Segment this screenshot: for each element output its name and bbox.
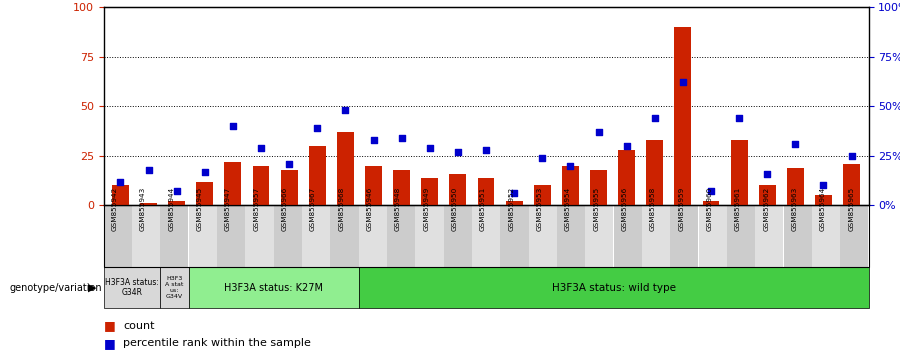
Bar bbox=[618, 150, 635, 205]
Point bbox=[198, 169, 212, 175]
Bar bbox=[815, 195, 832, 205]
Bar bbox=[224, 162, 241, 205]
Bar bbox=[590, 170, 607, 205]
Point bbox=[507, 190, 521, 196]
Bar bbox=[674, 27, 691, 205]
Text: GSM855946: GSM855946 bbox=[366, 186, 373, 230]
Point bbox=[619, 143, 634, 149]
Text: GSM855963: GSM855963 bbox=[792, 186, 797, 230]
Point bbox=[732, 115, 746, 121]
Text: GSM855965: GSM855965 bbox=[849, 186, 854, 230]
Text: GSM855948: GSM855948 bbox=[395, 186, 401, 230]
Text: GSM855964: GSM855964 bbox=[820, 186, 826, 230]
Point bbox=[422, 145, 436, 151]
Text: GSM855942: GSM855942 bbox=[112, 186, 118, 230]
Text: GSM855951: GSM855951 bbox=[480, 186, 486, 230]
Text: GSM855961: GSM855961 bbox=[735, 186, 741, 230]
Text: GSM855956: GSM855956 bbox=[622, 186, 627, 230]
Point bbox=[647, 115, 662, 121]
Point bbox=[844, 153, 859, 159]
Bar bbox=[188, 267, 358, 308]
Text: GSM855943: GSM855943 bbox=[140, 186, 146, 230]
Text: GSM855947: GSM855947 bbox=[225, 186, 231, 230]
Text: GSM855959: GSM855959 bbox=[679, 186, 684, 230]
Text: genotype/variation: genotype/variation bbox=[9, 282, 102, 293]
Point bbox=[451, 149, 465, 155]
Text: GSM855962: GSM855962 bbox=[763, 186, 769, 230]
Point bbox=[310, 125, 324, 131]
Text: ▶: ▶ bbox=[88, 282, 96, 293]
Text: GSM855958: GSM855958 bbox=[650, 186, 656, 230]
Bar bbox=[731, 140, 748, 205]
Text: GSM855955: GSM855955 bbox=[593, 186, 599, 230]
Bar bbox=[646, 140, 663, 205]
Bar bbox=[281, 170, 298, 205]
Bar bbox=[309, 146, 326, 205]
Text: GSM855960: GSM855960 bbox=[706, 186, 713, 230]
Text: H3F3A status:
G34R: H3F3A status: G34R bbox=[105, 278, 158, 297]
Bar bbox=[365, 166, 382, 205]
Point bbox=[169, 189, 184, 194]
Point bbox=[226, 123, 240, 129]
Bar bbox=[787, 168, 804, 205]
Bar bbox=[506, 201, 523, 205]
Point bbox=[816, 183, 831, 188]
Point bbox=[338, 107, 353, 113]
Point bbox=[254, 145, 268, 151]
Point bbox=[113, 179, 128, 184]
Point bbox=[676, 80, 690, 85]
Bar bbox=[759, 185, 776, 205]
Point bbox=[282, 161, 296, 166]
Bar bbox=[104, 267, 160, 308]
Text: GSM855966: GSM855966 bbox=[282, 186, 288, 230]
Bar bbox=[843, 164, 860, 205]
Text: ■: ■ bbox=[104, 319, 115, 332]
Text: count: count bbox=[123, 321, 155, 331]
Bar bbox=[534, 185, 551, 205]
Bar bbox=[112, 185, 129, 205]
Point bbox=[760, 171, 774, 176]
Bar bbox=[421, 178, 438, 205]
Point bbox=[788, 141, 803, 147]
Text: H3F3A status: wild type: H3F3A status: wild type bbox=[552, 282, 676, 293]
Bar bbox=[562, 166, 579, 205]
Bar bbox=[449, 173, 466, 205]
Text: GSM855949: GSM855949 bbox=[423, 186, 429, 230]
Point bbox=[704, 189, 718, 194]
Text: H3F3
A stat
us:
G34V: H3F3 A stat us: G34V bbox=[165, 276, 184, 299]
Text: GSM855952: GSM855952 bbox=[508, 186, 514, 230]
Text: ■: ■ bbox=[104, 337, 115, 350]
Point bbox=[479, 147, 493, 153]
Text: GSM855953: GSM855953 bbox=[536, 186, 543, 230]
Point bbox=[591, 129, 606, 135]
Point bbox=[141, 167, 156, 172]
Point bbox=[535, 155, 549, 161]
Text: GSM855945: GSM855945 bbox=[197, 186, 202, 230]
Bar bbox=[168, 201, 185, 205]
Bar bbox=[140, 203, 157, 205]
Text: GSM855944: GSM855944 bbox=[168, 186, 175, 230]
Text: percentile rank within the sample: percentile rank within the sample bbox=[123, 338, 311, 348]
Point bbox=[563, 163, 578, 169]
Bar bbox=[196, 182, 213, 205]
Bar bbox=[393, 170, 410, 205]
Bar bbox=[703, 201, 719, 205]
Point bbox=[394, 135, 409, 141]
Text: GSM855954: GSM855954 bbox=[565, 186, 571, 230]
Bar bbox=[358, 267, 868, 308]
Bar bbox=[160, 267, 188, 308]
Bar bbox=[253, 166, 269, 205]
Text: H3F3A status: K27M: H3F3A status: K27M bbox=[224, 282, 323, 293]
Text: GSM855968: GSM855968 bbox=[338, 186, 345, 230]
Bar bbox=[337, 132, 354, 205]
Text: GSM855950: GSM855950 bbox=[452, 186, 458, 230]
Point bbox=[366, 137, 381, 143]
Bar bbox=[478, 178, 494, 205]
Text: GSM855967: GSM855967 bbox=[310, 186, 316, 230]
Text: GSM855957: GSM855957 bbox=[253, 186, 259, 230]
